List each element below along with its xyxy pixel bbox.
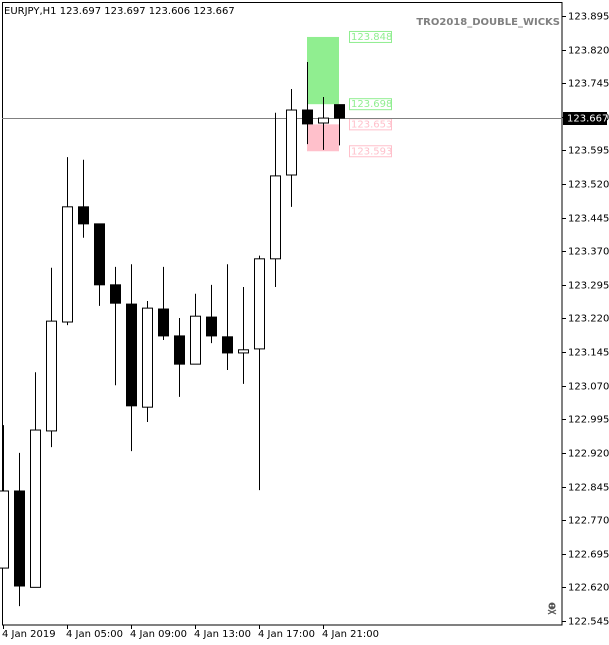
y-tick-label: 123.820 bbox=[568, 46, 609, 57]
bull-body bbox=[142, 307, 153, 408]
bear-body bbox=[334, 104, 345, 119]
bull-body bbox=[46, 320, 57, 432]
y-tick-label: 123.145 bbox=[568, 348, 609, 359]
bear-body bbox=[126, 303, 137, 407]
current-price-label: 123.667 bbox=[567, 114, 608, 125]
header-close: 123.667 bbox=[193, 6, 234, 17]
x-tick-label: 4 Jan 17:00 bbox=[258, 629, 315, 640]
y-tick-label: 123.295 bbox=[568, 281, 609, 292]
x-tick-label: 4 Jan 09:00 bbox=[130, 629, 187, 640]
zone-label: 123.593 bbox=[351, 146, 392, 157]
y-tick-label: 122.845 bbox=[568, 483, 609, 494]
bear-body bbox=[14, 490, 25, 587]
y-tick-label: 123.520 bbox=[568, 180, 609, 191]
y-tick-label: 123.070 bbox=[568, 382, 609, 393]
y-tick-label: 122.545 bbox=[568, 617, 609, 628]
header: EURJPY,H1 123.697 123.697 123.606 123.66… bbox=[4, 6, 235, 17]
zone-label: 123.848 bbox=[351, 32, 392, 43]
indicator-name: TRO2018_DOUBLE_WICKS bbox=[416, 17, 560, 28]
bull-body bbox=[238, 349, 249, 354]
bear-body bbox=[110, 284, 121, 304]
y-tick-label: 123.370 bbox=[568, 247, 609, 258]
bear-body bbox=[222, 336, 233, 354]
bear-body bbox=[302, 109, 313, 125]
bull-body bbox=[190, 315, 201, 365]
x-tick-label: 4 Jan 13:00 bbox=[194, 629, 251, 640]
bull-body bbox=[30, 429, 41, 588]
header-open: 123.697 bbox=[60, 6, 101, 17]
y-tick-label: 123.445 bbox=[568, 214, 609, 225]
header-low: 123.606 bbox=[149, 6, 190, 17]
symbol: EURJPY,H1 bbox=[4, 6, 57, 17]
zone bbox=[307, 36, 339, 105]
bull-body bbox=[286, 109, 297, 176]
bull-body bbox=[0, 490, 9, 569]
zone-label-box bbox=[349, 98, 392, 111]
y-tick-label: 122.920 bbox=[568, 449, 609, 460]
bull-body bbox=[318, 117, 329, 124]
zone-label-box bbox=[349, 145, 392, 158]
zone-label-box bbox=[349, 30, 392, 43]
y-tick-label: 123.595 bbox=[568, 146, 609, 157]
y-tick-label: 122.995 bbox=[568, 415, 609, 426]
x-tick-label: 4 Jan 2019 bbox=[2, 629, 56, 640]
current-price-box bbox=[563, 112, 607, 125]
y-tick-label: 122.620 bbox=[568, 583, 609, 594]
bear-body bbox=[94, 223, 105, 286]
bear-body bbox=[206, 316, 217, 337]
bear-body bbox=[174, 335, 185, 365]
bull-body bbox=[62, 206, 73, 323]
bull-body bbox=[270, 175, 281, 260]
zone-label: 123.698 bbox=[351, 99, 392, 110]
zone-label: 123.653 bbox=[351, 119, 392, 130]
bear-body bbox=[78, 206, 89, 225]
header-high: 123.697 bbox=[104, 6, 145, 17]
y-tick-label: 122.695 bbox=[568, 550, 609, 561]
plot-frame bbox=[2, 2, 563, 626]
y-tick-label: 123.895 bbox=[568, 12, 609, 23]
skull-icon bbox=[547, 602, 557, 615]
y-tick-label: 123.220 bbox=[568, 314, 609, 325]
bear-body bbox=[158, 308, 169, 337]
x-tick-label: 4 Jan 05:00 bbox=[66, 629, 123, 640]
bull-body bbox=[254, 258, 265, 350]
x-tick-label: 4 Jan 21:00 bbox=[322, 629, 379, 640]
y-tick-label: 122.770 bbox=[568, 516, 609, 527]
y-tick-label: 123.745 bbox=[568, 79, 609, 90]
